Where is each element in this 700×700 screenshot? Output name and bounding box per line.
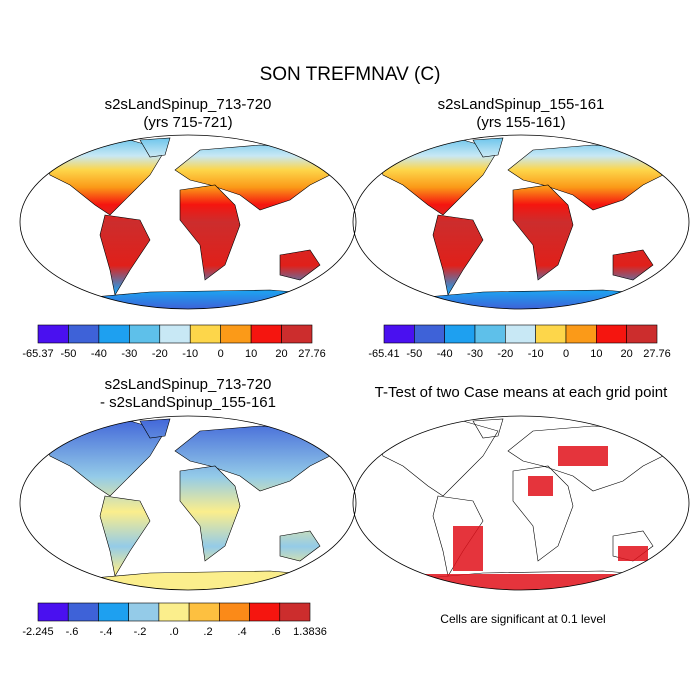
colorbar-label: 27.76 [298,348,326,360]
colorbar-box [188,602,220,622]
colorbar-box [220,324,252,344]
colorbar-box [68,324,100,344]
colorbar-box [596,324,627,344]
colorbar-box [219,602,250,622]
colorbar-box [37,324,69,344]
map-land [377,418,674,590]
map [352,415,690,591]
colorbar-box [98,602,129,622]
colorbar-label: -65.41 [368,348,399,360]
colorbar-label: -.6 [66,626,79,638]
colorbar-label: 20 [621,348,633,360]
continents [44,418,341,590]
colorbar-label: 20 [275,348,287,360]
colorbar-label: .4 [237,626,246,638]
colorbar-box [67,602,99,622]
panel-title: s2sLandSpinup_713-720 [105,376,272,393]
map-land [44,418,341,590]
colorbar-box [250,324,282,344]
colorbar-label: 0 [218,348,224,360]
panel-title: - s2sLandSpinup_155-161 [100,394,276,411]
colorbar-label: -.2 [134,626,147,638]
map-border [352,415,690,591]
colorbar-box [626,324,658,344]
map-border [19,415,357,591]
map [19,134,357,310]
panel-title: T-Test of two Case means at each grid po… [375,384,668,401]
colorbar-label: -30 [121,348,137,360]
panel-title: s2sLandSpinup_713-720 [105,96,272,113]
colorbar-label: 1.3836 [293,626,327,638]
colorbar-box [383,324,415,344]
colorbar-label: .0 [169,626,178,638]
colorbar-box [474,324,506,344]
significant-cells [393,574,663,590]
colorbar-label: -65.37 [22,348,53,360]
colorbar-label: 10 [245,348,257,360]
colorbar-box [158,602,190,622]
colorbar-box [249,602,281,622]
map [19,415,357,591]
colorbar-box [505,324,536,344]
colorbar-box [159,324,191,344]
significant-cells [618,546,648,561]
colorbar-label: 0 [563,348,569,360]
colorbar-box [37,602,69,622]
panel-title: s2sLandSpinup_155-161 [438,96,605,113]
colorbar-box [279,602,311,622]
colorbar-label: -.4 [100,626,113,638]
colorbar-label: -2.245 [22,626,53,638]
colorbar-label: -40 [437,348,453,360]
colorbar-label: .6 [271,626,280,638]
continents [377,137,674,309]
note: Cells are significant at 0.1 level [440,612,605,626]
colorbar-box [189,324,221,344]
colorbar-box [444,324,476,344]
figure-title: SON TREFMNAV (C) [260,64,441,85]
continents [377,418,674,590]
colorbar-label: -10 [182,348,198,360]
colorbar-label: -20 [497,348,513,360]
colorbar-box [414,324,445,344]
map-land [377,137,674,309]
panel-title: (yrs 155-161) [476,114,565,131]
colorbar-label: -20 [152,348,168,360]
significant-cells [528,476,553,496]
significant-cells [558,446,608,466]
colorbar-box [281,324,313,344]
colorbar-label: .2 [203,626,212,638]
significant-cells [453,526,483,571]
map-land [44,137,341,309]
map-border [352,134,690,310]
continents [44,137,341,309]
colorbar-box [98,324,130,344]
colorbar-label: 27.76 [643,348,671,360]
colorbar-label: -40 [91,348,107,360]
colorbar-label: -30 [467,348,483,360]
colorbar-label: -50 [60,348,76,360]
colorbar-label: -10 [528,348,544,360]
colorbar-box [129,324,161,344]
colorbar-label: 10 [590,348,602,360]
panel-title: (yrs 715-721) [143,114,232,131]
colorbar-box [535,324,567,344]
map [352,134,690,310]
map-border [19,134,357,310]
colorbar-box [128,602,160,622]
colorbar-box [565,324,597,344]
colorbar-label: -50 [406,348,422,360]
